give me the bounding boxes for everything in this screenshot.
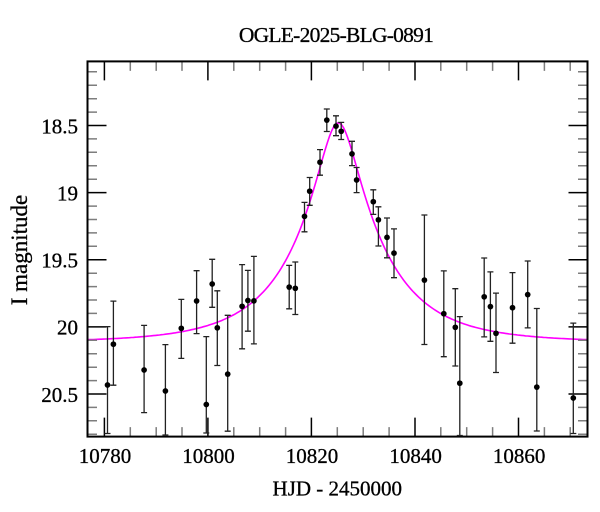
svg-text:18.5: 18.5 <box>41 114 78 138</box>
svg-text:10800: 10800 <box>182 444 235 468</box>
svg-text:19: 19 <box>57 181 78 205</box>
svg-text:20.5: 20.5 <box>41 383 78 407</box>
svg-text:20: 20 <box>57 316 78 340</box>
svg-text:OGLE-2025-BLG-0891: OGLE-2025-BLG-0891 <box>239 23 433 47</box>
svg-text:I magnitude: I magnitude <box>7 195 32 306</box>
svg-text:10820: 10820 <box>286 444 339 468</box>
svg-text:19.5: 19.5 <box>41 249 78 273</box>
svg-text:10840: 10840 <box>389 444 442 468</box>
svg-text:10860: 10860 <box>493 444 546 468</box>
svg-text:HJD - 2450000: HJD - 2450000 <box>273 477 403 501</box>
svg-text:10780: 10780 <box>79 444 132 468</box>
